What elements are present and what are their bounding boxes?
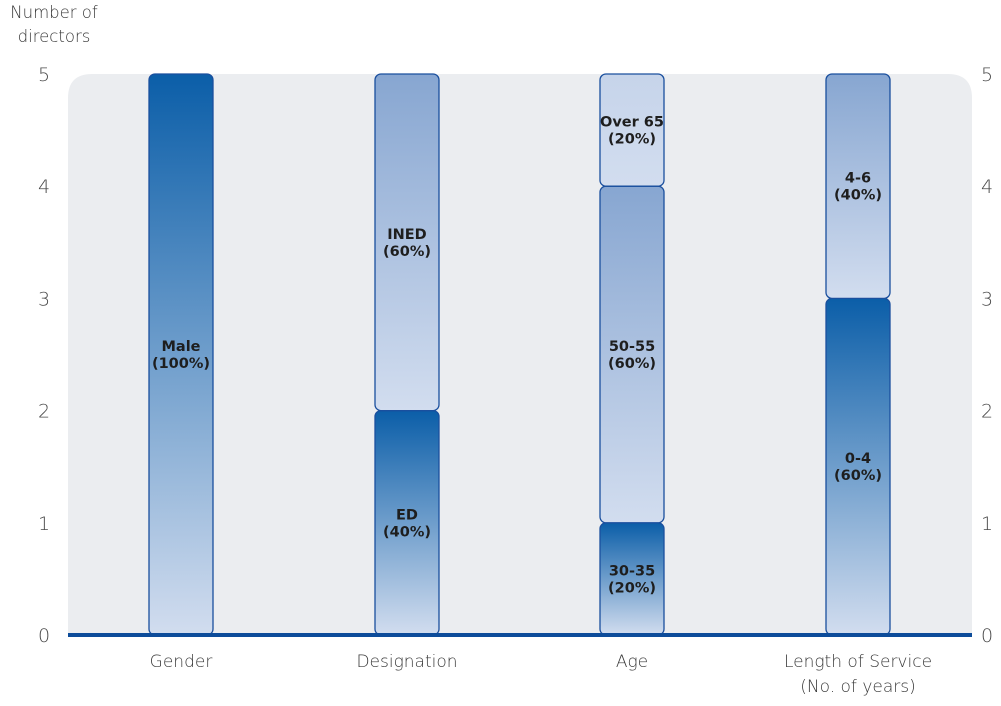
y-axis-label: Number of directors [10, 3, 98, 46]
left-tick-0: 0 [38, 625, 50, 647]
right-tick-0: 0 [981, 625, 993, 647]
left-tick-2: 2 [38, 401, 50, 423]
designation-segment-ined-label: INED (60%) [383, 227, 431, 260]
category-label-length-of-service: Length of Service (No. of years) [784, 652, 932, 697]
left-tick-1: 1 [38, 513, 50, 535]
length-of-service-segment-4-6-label: 4-6 (40%) [834, 171, 882, 204]
right-axis-ticks: 0 1 2 3 4 5 [981, 64, 993, 647]
category-label-gender: Gender [150, 652, 213, 672]
left-axis-ticks: 0 1 2 3 4 5 [38, 64, 50, 647]
age-segment-50-55-label: 50-55 (60%) [608, 339, 656, 372]
bars-group [148, 73, 891, 636]
right-tick-3: 3 [981, 288, 993, 310]
gender-segment-male-label: Male (100%) [152, 339, 210, 372]
category-label-age: Age [616, 652, 648, 672]
left-tick-3: 3 [38, 288, 50, 310]
designation-segment-ined [374, 73, 440, 412]
left-tick-5: 5 [38, 64, 50, 86]
age-segment-over-65-label: Over 65 (20%) [600, 115, 664, 148]
right-tick-4: 4 [981, 176, 993, 198]
category-labels: Gender Designation Age Length of Service (No… [150, 652, 932, 697]
right-tick-2: 2 [981, 401, 993, 423]
right-tick-1: 1 [981, 513, 993, 535]
designation-segment-ed-label: ED (40%) [383, 507, 431, 540]
length-of-service-segment-0-4-label: 0-4 (60%) [834, 451, 882, 484]
category-label-designation: Designation [356, 652, 457, 672]
right-tick-5: 5 [981, 64, 993, 86]
length-of-service-segment-4-6 [825, 73, 891, 300]
plot-panel [68, 74, 972, 635]
age-segment-30-35-label: 30-35 (20%) [608, 563, 656, 596]
left-tick-4: 4 [38, 176, 50, 198]
age-segment-over-65 [599, 73, 665, 187]
segment-labels: Male (100%) ED (40%) INED (60%) 30-35 (20%) 50-5… [152, 115, 882, 597]
